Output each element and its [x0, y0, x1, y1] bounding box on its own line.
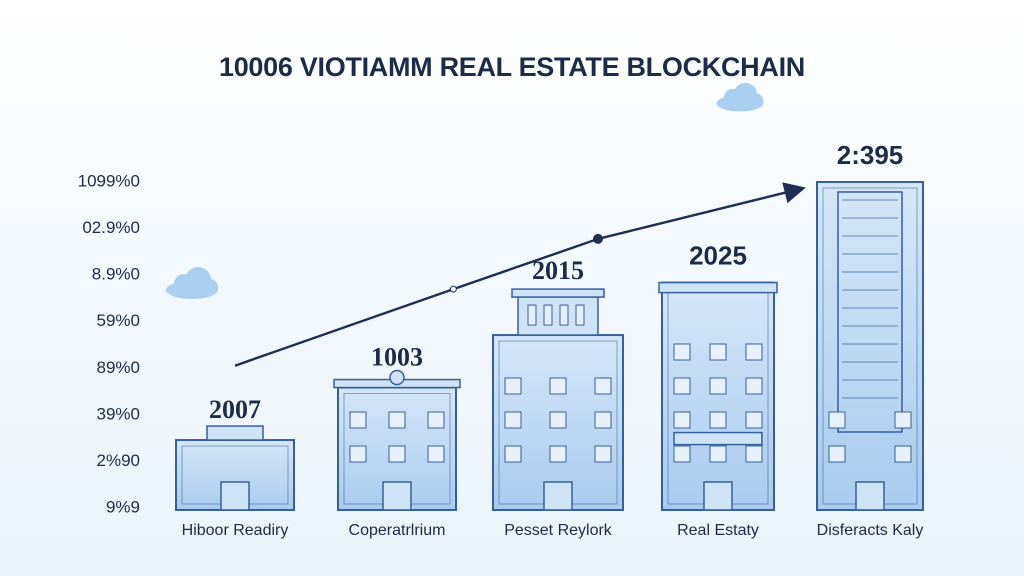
bar [175, 425, 295, 512]
x-category-label: Pesset Reylork [504, 522, 613, 539]
y-tick-label: 02.9%0 [82, 218, 140, 237]
bar [816, 181, 924, 511]
x-category-label: Hiboor Readiry [182, 522, 289, 539]
bar [658, 281, 778, 511]
x-category-label: Disferacts Kaly [817, 522, 924, 539]
y-tick-label: 8.9%0 [92, 265, 140, 284]
bar [333, 369, 461, 511]
y-tick-label: 89%0 [97, 358, 140, 377]
bar-value-label: 1003 [371, 343, 423, 372]
bar-value-label: 2025 [689, 241, 747, 271]
cloud-icon [166, 267, 218, 299]
y-tick-label: 9%9 [106, 497, 140, 516]
bar-value-label: 2015 [532, 256, 584, 285]
bar [492, 288, 624, 512]
x-category-label: Coperatrlrium [349, 522, 446, 539]
y-tick-label: 1099%0 [78, 171, 140, 190]
y-tick-label: 59%0 [97, 311, 140, 330]
y-tick-label: 39%0 [97, 404, 140, 423]
bar-value-label: 2007 [209, 395, 261, 424]
cloud-icon [716, 82, 764, 112]
trend-point [449, 285, 457, 293]
x-category-label: Real Estaty [677, 522, 759, 539]
y-tick-label: 2%90 [97, 451, 140, 470]
trend-line [234, 182, 806, 367]
bar-value-label: 2:395 [837, 140, 904, 170]
chart-title: 10006 VIOTIAMM REAL ESTATE BLOCKCHAIN [219, 52, 805, 82]
bar-body [661, 281, 775, 511]
trend-point [593, 233, 603, 244]
